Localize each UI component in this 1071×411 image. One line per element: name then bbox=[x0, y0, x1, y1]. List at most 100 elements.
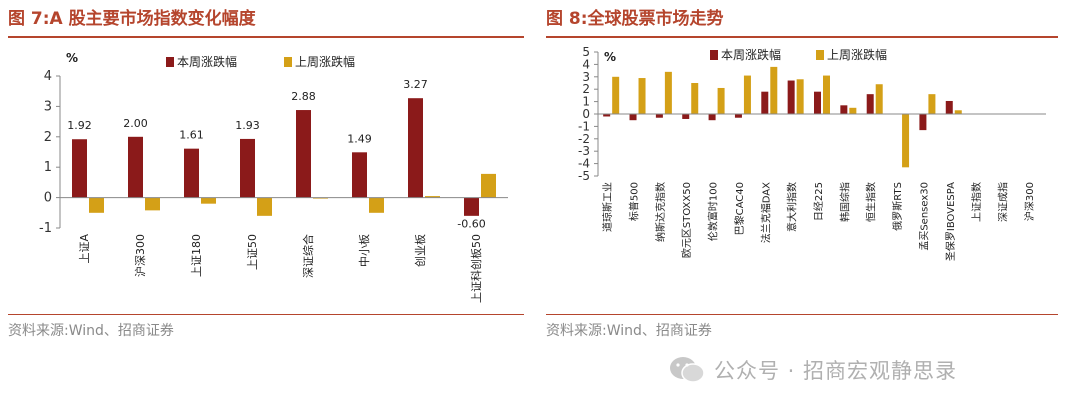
fig8-bar-last-week bbox=[954, 110, 962, 114]
fig7-category-label: 上证50 bbox=[246, 234, 259, 270]
fig7-y-tick-label: 0 bbox=[44, 191, 52, 206]
fig8-bar-this-week bbox=[734, 114, 742, 118]
fig7-bar-this-week bbox=[128, 136, 143, 198]
watermark: 公众号 · 招商宏观静思录 bbox=[668, 352, 1058, 388]
fig7-data-label: 1.49 bbox=[347, 132, 372, 145]
figure8-top-rule bbox=[546, 36, 1058, 38]
fig7-category-label: 上证180 bbox=[190, 234, 203, 277]
fig8-bar-this-week bbox=[814, 91, 821, 114]
fig8-bar-this-week bbox=[603, 114, 611, 117]
fig7-unit-label: % bbox=[66, 51, 78, 65]
fig8-category-label: 沪深300 bbox=[1023, 182, 1036, 221]
fig7-legend-swatch-this-week bbox=[166, 57, 174, 67]
fig8-bar-last-week bbox=[612, 76, 620, 114]
fig8-category-label: 欧元区STOXX50 bbox=[681, 182, 693, 258]
fig7-category-label: 深证综合 bbox=[301, 234, 315, 278]
fig7-bar-this-week bbox=[184, 148, 199, 198]
fig8-bar-last-week bbox=[717, 87, 725, 114]
fig8-y-tick-label: -1 bbox=[578, 119, 590, 133]
fig8-bar-this-week bbox=[866, 94, 874, 114]
fig7-data-label: 1.61 bbox=[179, 129, 204, 142]
fig8-bar-last-week bbox=[928, 94, 936, 114]
fig8-bar-last-week bbox=[664, 71, 672, 114]
fig7-legend-swatch-last-week bbox=[284, 57, 292, 67]
fig8-category-label: 日经225 bbox=[812, 182, 825, 221]
fig8-bar-this-week bbox=[919, 114, 927, 131]
fig7-bar-last-week bbox=[89, 197, 104, 213]
fig7-data-label: 1.92 bbox=[67, 119, 92, 132]
fig8-category-label: 标普500 bbox=[628, 182, 641, 221]
fig8-y-tick-label: 5 bbox=[582, 45, 590, 59]
figure7-bottom-rule bbox=[8, 314, 524, 315]
fig8-y-tick-label: 0 bbox=[582, 107, 590, 121]
fig7-bar-this-week bbox=[464, 197, 479, 216]
fig8-category-label: 韩国综指 bbox=[838, 182, 851, 222]
fig8-y-tick-label: -2 bbox=[578, 132, 590, 146]
fig7-y-tick-label: 3 bbox=[44, 99, 52, 114]
fig8-bar-last-week bbox=[902, 114, 910, 168]
fig8-legend-swatch-last-week bbox=[816, 50, 824, 60]
fig7-bar-last-week bbox=[201, 197, 216, 204]
fig8-y-tick-label: 2 bbox=[582, 82, 590, 96]
fig7-bar-last-week bbox=[145, 197, 160, 211]
fig8-y-tick-label: -5 bbox=[578, 169, 590, 183]
fig7-legend-label-last-week: 上周涨跌幅 bbox=[295, 54, 355, 69]
fig8-category-label: 道琼斯工业 bbox=[601, 182, 614, 232]
figure8-title: 图 8:全球股票市场走势 bbox=[546, 9, 724, 29]
fig8-y-tick-label: 3 bbox=[582, 70, 590, 84]
fig7-bar-last-week bbox=[257, 197, 272, 216]
fig7-data-label: -0.60 bbox=[457, 218, 485, 231]
fig7-y-tick-label: 4 bbox=[44, 69, 52, 84]
fig7-category-label: 上证科创板50 bbox=[469, 234, 483, 303]
fig8-bar-this-week bbox=[761, 91, 769, 114]
fig8-bar-this-week bbox=[655, 114, 663, 118]
fig7-category-label: 中小板 bbox=[357, 234, 371, 267]
figure7-chart: 4 3 2 1 0 -1% 本周涨跌幅 上周涨跌幅 1.92 上证A 2.00 沪深300 1.61 上证… bbox=[39, 51, 508, 303]
fig8-category-label: 孟买Sensex30 bbox=[918, 182, 930, 251]
fig7-category-label: 上证A bbox=[78, 234, 91, 264]
fig8-y-tick-label: 4 bbox=[582, 57, 590, 71]
fig8-category-label: 深证成指 bbox=[996, 182, 1009, 222]
fig7-y-tick-label: 1 bbox=[44, 160, 52, 175]
fig8-bar-this-week bbox=[629, 114, 637, 121]
fig7-legend-label-this-week: 本周涨跌幅 bbox=[177, 54, 237, 69]
fig8-y-tick-label: -3 bbox=[578, 144, 590, 158]
fig8-legend-swatch-this-week bbox=[710, 50, 718, 60]
fig8-legend-label-this-week: 本周涨跌幅 bbox=[721, 47, 781, 62]
fig7-bar-this-week bbox=[352, 152, 367, 198]
fig8-bar-last-week bbox=[638, 78, 646, 114]
fig7-bar-this-week bbox=[240, 138, 255, 198]
fig8-bar-this-week bbox=[682, 114, 690, 119]
fig8-y-tick-label: -4 bbox=[578, 157, 590, 171]
fig8-category-label: 恒生指数 bbox=[865, 182, 878, 222]
figure7-title: 图 7:A 股主要市场指数变化幅度 bbox=[8, 9, 256, 29]
fig8-category-label: 巴黎CAC40 bbox=[733, 182, 746, 235]
fig7-y-tick-label: 2 bbox=[44, 130, 52, 145]
fig7-category-label: 沪深300 bbox=[133, 234, 147, 277]
wechat-icon bbox=[670, 357, 705, 383]
fig7-bar-this-week bbox=[296, 110, 311, 198]
fig8-bar-last-week bbox=[796, 79, 804, 114]
fig8-y-tick-label: 1 bbox=[582, 95, 590, 109]
fig7-data-label: 3.27 bbox=[403, 78, 428, 91]
fig8-bar-this-week bbox=[787, 80, 795, 114]
fig7-bar-this-week bbox=[72, 139, 87, 198]
fig7-bar-this-week bbox=[408, 98, 423, 198]
fig7-y-tick-label: -1 bbox=[39, 221, 52, 236]
fig7-bar-last-week bbox=[425, 196, 440, 198]
fig8-bar-last-week bbox=[743, 75, 751, 114]
figure8-source: 资料来源:Wind、招商证券 bbox=[546, 323, 712, 339]
fig7-bar-last-week bbox=[369, 197, 384, 213]
fig8-category-label: 俄罗斯RTS bbox=[891, 182, 904, 231]
fig8-category-label: 上证指数 bbox=[970, 182, 983, 222]
fig8-unit-label: % bbox=[604, 50, 616, 64]
fig8-bar-this-week bbox=[840, 105, 848, 114]
fig8-legend-label-last-week: 上周涨跌幅 bbox=[827, 47, 887, 62]
fig8-bar-last-week bbox=[875, 84, 883, 114]
fig8-category-label: 意大利指数 bbox=[786, 182, 799, 232]
fig8-bar-last-week bbox=[691, 83, 699, 114]
watermark-text: 公众号 · 招商宏观静思录 bbox=[714, 359, 958, 383]
figure8-bottom-rule bbox=[546, 314, 1058, 315]
fig7-data-label: 2.00 bbox=[123, 117, 148, 130]
fig8-bar-last-week bbox=[823, 75, 830, 114]
